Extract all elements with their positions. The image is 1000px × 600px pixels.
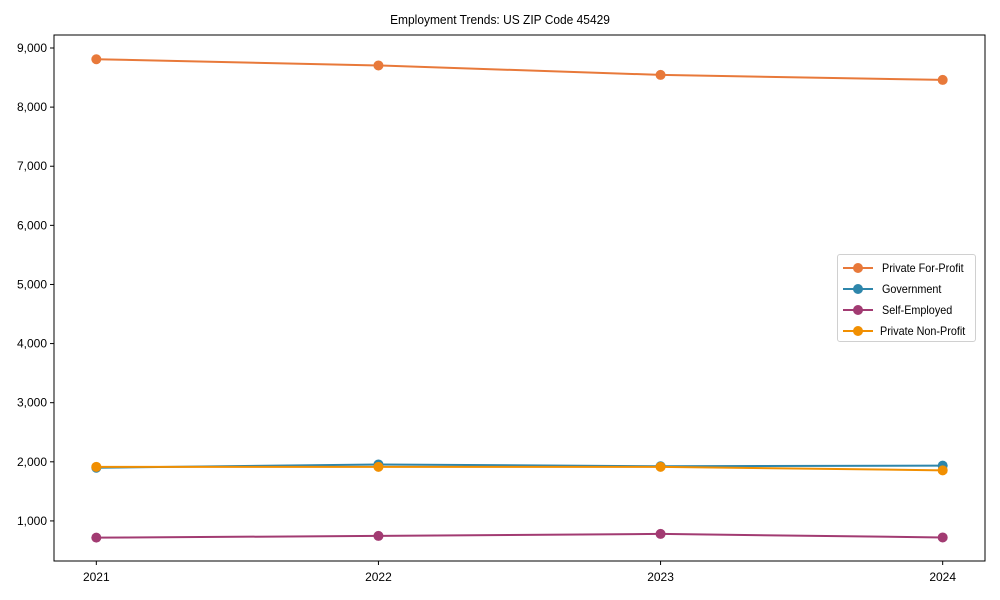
series-private-non-profit <box>91 461 948 476</box>
legend-item: Private Non-Profit <box>838 320 975 341</box>
series-self-employed <box>91 528 948 543</box>
data-point-marker <box>373 530 384 541</box>
data-point-marker <box>91 461 102 472</box>
legend-marker-icon <box>843 283 873 294</box>
legend-item: Private For-Profit <box>838 257 975 278</box>
axes: 1,000 2,000 3,000 4,000 5,000 6,000 7,000 8,000… <box>17 34 986 584</box>
legend-label: Self-Employed <box>882 302 953 317</box>
legend-item: Self-Employed <box>838 299 975 320</box>
y-tick-label: 6,000 <box>17 218 47 232</box>
y-tick-label: 1,000 <box>17 514 47 528</box>
legend-item: Government <box>838 278 975 299</box>
legend-label: Private Non-Profit <box>880 323 966 338</box>
data-point-marker <box>655 69 666 80</box>
series-private-for-profit <box>91 54 948 85</box>
series-line <box>96 58 943 81</box>
data-point-marker <box>937 74 948 85</box>
legend-marker-icon <box>843 325 873 336</box>
data-point-marker <box>655 461 666 472</box>
chart-title: Employment Trends: US ZIP Code 45429 <box>390 12 610 27</box>
data-point-marker <box>373 461 384 472</box>
x-tick-label: 2023 <box>647 570 674 584</box>
data-point-marker <box>91 54 102 65</box>
x-tick-label: 2021 <box>83 570 110 584</box>
y-tick-label: 2,000 <box>17 455 47 469</box>
data-point-marker <box>655 528 666 539</box>
legend-marker-icon <box>843 262 873 273</box>
chart-legend: Private For-Profit Government Self-Employe… <box>837 254 976 342</box>
plot-lines <box>91 54 948 543</box>
plot-frame <box>53 34 986 562</box>
y-tick-label: 5,000 <box>17 277 47 291</box>
y-tick-label: 4,000 <box>17 337 47 351</box>
legend-marker-icon <box>843 304 873 315</box>
y-tick-label: 3,000 <box>17 396 47 410</box>
legend-label: Private For-Profit <box>882 260 964 275</box>
y-tick-label: 9,000 <box>17 41 47 55</box>
data-point-marker <box>91 532 102 543</box>
legend-label: Government <box>882 281 942 296</box>
y-tick-label: 7,000 <box>17 159 47 173</box>
data-point-marker <box>937 532 948 543</box>
x-tick-label: 2024 <box>929 570 956 584</box>
series-line <box>96 532 943 539</box>
x-tick-label: 2022 <box>365 570 392 584</box>
y-tick-label: 8,000 <box>17 100 47 114</box>
data-point-marker <box>373 60 384 71</box>
series-line <box>96 465 943 472</box>
data-point-marker <box>937 465 948 476</box>
